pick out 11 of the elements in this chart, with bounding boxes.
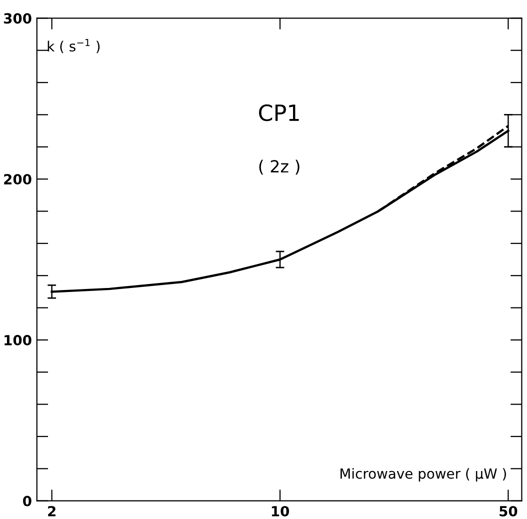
- y-tick-label: 300: [4, 13, 32, 24]
- y-axis-title: k ( s$^{−1}$ ): [48, 38, 100, 54]
- y-tick-label: 200: [4, 174, 32, 185]
- x-tick-label: 2: [48, 506, 56, 516]
- y-tick-label: 0: [23, 496, 32, 506]
- text: ( 2z ): [259, 160, 300, 175]
- x-axis-title: Microwave power ( μW ): [340, 468, 506, 482]
- x-tick-label: 10: [272, 506, 290, 516]
- x-tick-label: 50: [500, 506, 518, 516]
- y-tick-label: 100: [4, 334, 32, 346]
- text: CP1: [259, 104, 299, 122]
